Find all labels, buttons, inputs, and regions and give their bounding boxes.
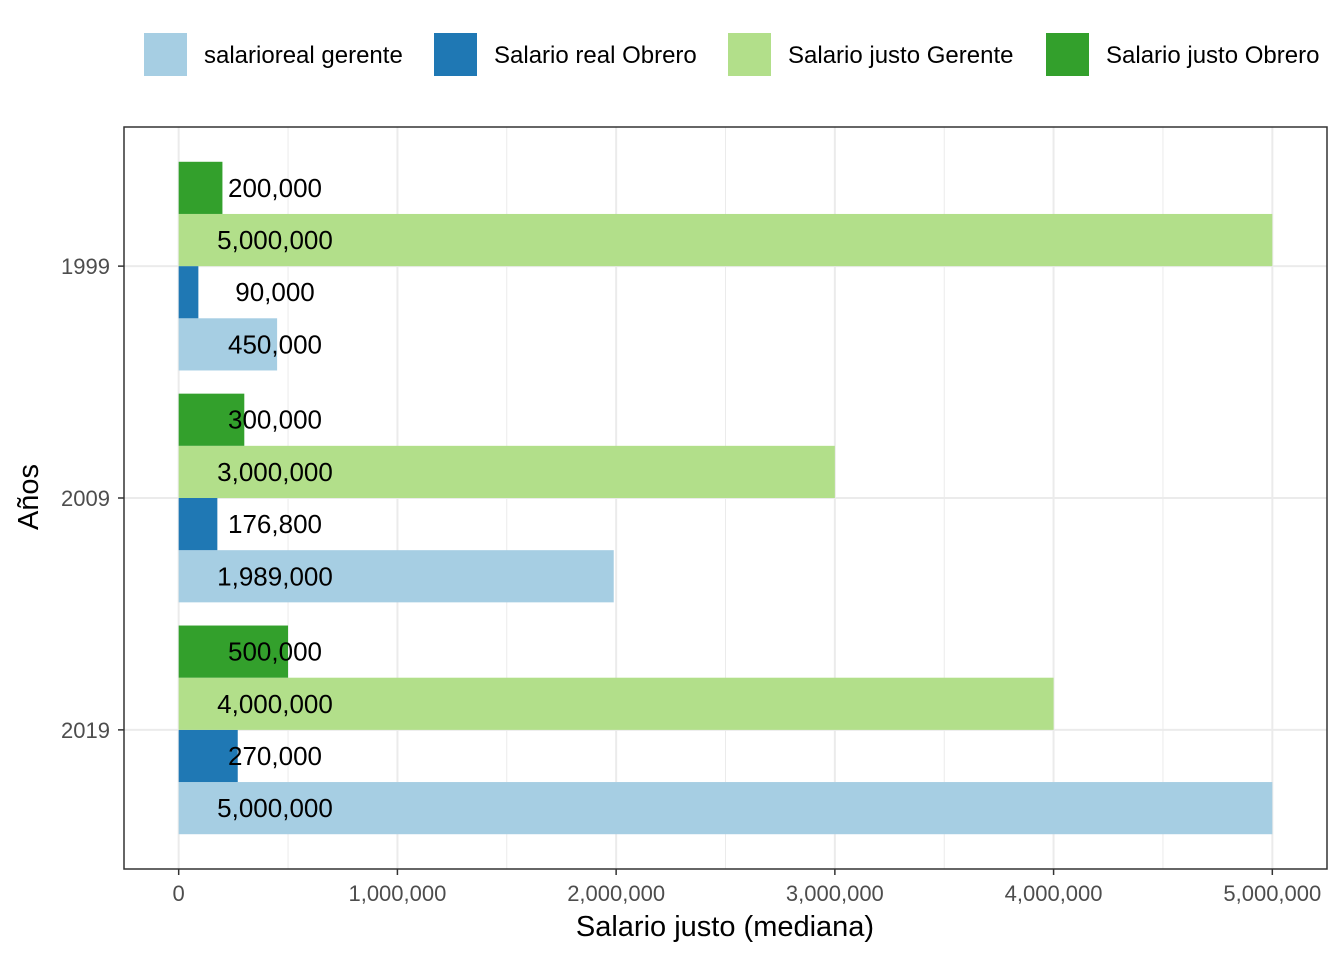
data-labels: 450,000 90,000 5,000,000 200,000 1,989,000 17…: [217, 173, 333, 823]
bar: [178, 498, 218, 551]
y-tick-label: 2009: [61, 486, 110, 511]
y-tick-label: 1999: [61, 254, 110, 279]
data-label: 5,000,000: [217, 225, 333, 255]
legend-label: Salario real Obrero: [494, 42, 697, 69]
legend-key: [144, 33, 187, 76]
bar: [178, 318, 278, 371]
data-label: 300,000: [228, 405, 322, 435]
plot-panel: 450,000 90,000 5,000,000 200,000 1,989,000 17…: [123, 126, 1328, 870]
legend-label: Salario justo Gerente: [788, 42, 1013, 69]
y-tick-label: 2019: [61, 718, 110, 743]
legend-label: salarioreal gerente: [204, 42, 403, 69]
legend: salarioreal gerente Salario real Obrero Sa…: [144, 33, 1319, 76]
data-label: 450,000: [228, 329, 322, 359]
data-label: 90,000: [235, 277, 315, 307]
x-axis-title: Salario justo (mediana): [576, 911, 874, 943]
x-tick-label: 1,000,000: [348, 881, 446, 906]
bar: [178, 550, 614, 603]
legend-label: Salario justo Obrero: [1106, 42, 1319, 69]
bar: [178, 625, 289, 678]
x-tick-label: 0: [173, 881, 185, 906]
x-tick-label: 4,000,000: [1005, 881, 1103, 906]
data-label: 5,000,000: [217, 793, 333, 823]
bar: [178, 266, 199, 319]
bar: [178, 677, 1054, 730]
bar: [178, 729, 238, 783]
y-axis-title: Años: [13, 464, 45, 530]
legend-key: [728, 33, 771, 76]
data-label: 4,000,000: [217, 689, 333, 719]
bar: [178, 445, 835, 498]
data-label: 200,000: [228, 173, 322, 203]
legend-key: [1046, 33, 1089, 76]
bar: [178, 393, 245, 446]
legend-key: [434, 33, 477, 76]
x-tick-label: 5,000,000: [1223, 881, 1321, 906]
y-axis: 1999 2009 2019: [61, 254, 124, 743]
x-axis: 0 1,000,000 2,000,000 3,000,000 4,000,000 5,0…: [173, 869, 1321, 906]
data-label: 500,000: [228, 637, 322, 667]
x-tick-label: 2,000,000: [567, 881, 665, 906]
bar: [178, 782, 1273, 835]
x-tick-label: 3,000,000: [786, 881, 884, 906]
data-label: 1,989,000: [217, 561, 333, 591]
bars: [178, 161, 1273, 835]
bar: [178, 213, 1273, 267]
bar: [178, 161, 223, 214]
data-label: 3,000,000: [217, 457, 333, 487]
data-label: 176,800: [228, 509, 322, 539]
data-label: 270,000: [228, 741, 322, 771]
